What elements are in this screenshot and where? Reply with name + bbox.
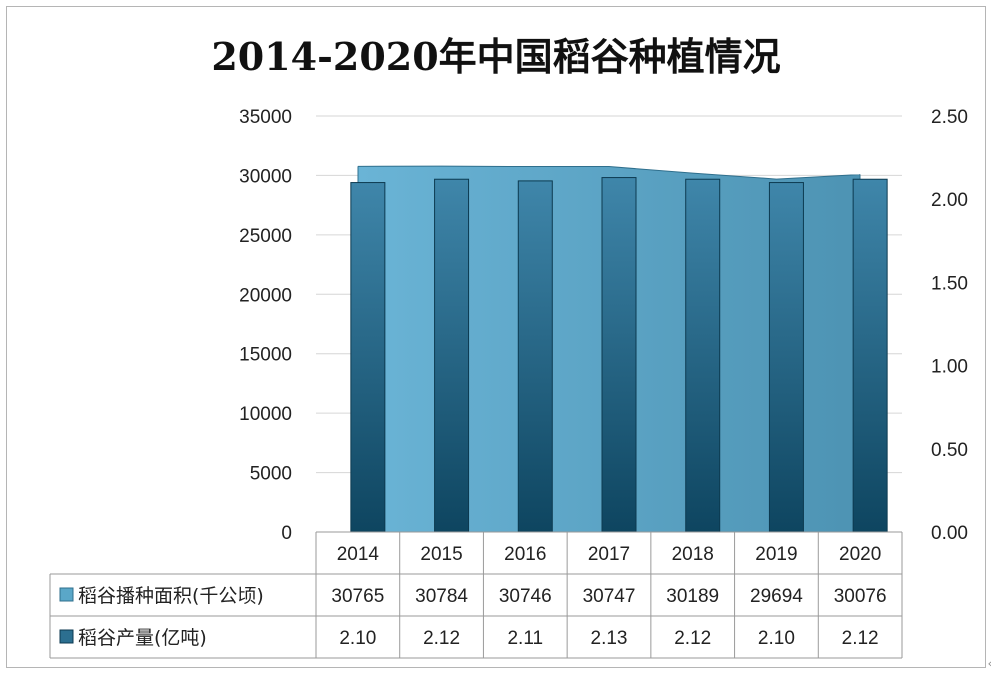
area-value-label: 30189: [666, 586, 719, 607]
left-tick-label: 25000: [239, 226, 292, 247]
right-tick-label: 2.00: [931, 190, 968, 211]
left-tick-label: 5000: [250, 464, 292, 485]
category-label: 2018: [672, 544, 714, 565]
bar-output: [685, 178, 721, 533]
series-name-bar: 稻谷产量(亿吨): [78, 627, 207, 649]
bar-value-label: 2.12: [674, 628, 711, 649]
area-value-label: 30784: [415, 586, 468, 607]
right-tick-label: 0.50: [931, 440, 968, 461]
left-tick-label: 30000: [239, 166, 292, 187]
bar-value-label: 2.10: [758, 628, 795, 649]
category-label: 2016: [504, 544, 546, 565]
right-tick-label: 1.00: [931, 357, 968, 378]
right-tick-label: 1.50: [931, 273, 968, 294]
left-tick-label: 0: [281, 523, 292, 544]
area-value-label: 30746: [499, 586, 552, 607]
category-label: 2020: [839, 544, 881, 565]
legend-swatch-area: [59, 587, 74, 602]
area-value-label: 30765: [331, 586, 384, 607]
left-tick-label: 20000: [239, 285, 292, 306]
right-axis: 0.00 0.50 1.00 1.50 2.00 2.50: [931, 107, 968, 544]
area-value-label: 30747: [583, 586, 636, 607]
area-value-label: 29694: [750, 586, 803, 607]
right-tick-label: 2.50: [931, 107, 968, 128]
left-tick-label: 35000: [239, 107, 292, 128]
category-label: 2019: [755, 544, 797, 565]
left-tick-label: 15000: [239, 345, 292, 366]
bar-value-label: 2.12: [423, 628, 460, 649]
category-label: 2015: [420, 544, 462, 565]
right-tick-label: 0.00: [931, 523, 968, 544]
bar-series: [350, 177, 888, 533]
chart-title: 2014-2020年中国稻谷种植情况: [211, 34, 781, 79]
category-label: 2014: [337, 544, 380, 565]
bar-output: [768, 182, 804, 533]
legend-swatch-bar: [59, 629, 74, 644]
bar-output: [350, 182, 386, 533]
area-value-label: 30076: [834, 586, 887, 607]
bar-output: [434, 178, 470, 533]
bar-output: [601, 177, 637, 533]
category-label: 2017: [588, 544, 630, 565]
series-name-area: 稻谷播种面积(千公顷): [78, 585, 264, 607]
edge-glyph: ‹: [987, 657, 992, 670]
bar-value-label: 2.13: [591, 628, 628, 649]
bar-value-label: 2.12: [842, 628, 879, 649]
bar-output: [517, 180, 553, 533]
bar-value-label: 2.10: [339, 628, 376, 649]
bar-output: [852, 178, 888, 533]
left-tick-label: 10000: [239, 404, 292, 425]
bar-value-label: 2.11: [507, 628, 543, 649]
data-table: 2014 2015 2016 2017 2018 2019 2020 稻谷播种面积(千公顷) 3…: [49, 531, 903, 659]
left-axis: 0 5000 10000 15000 20000 25000 30000 35000: [239, 107, 292, 544]
